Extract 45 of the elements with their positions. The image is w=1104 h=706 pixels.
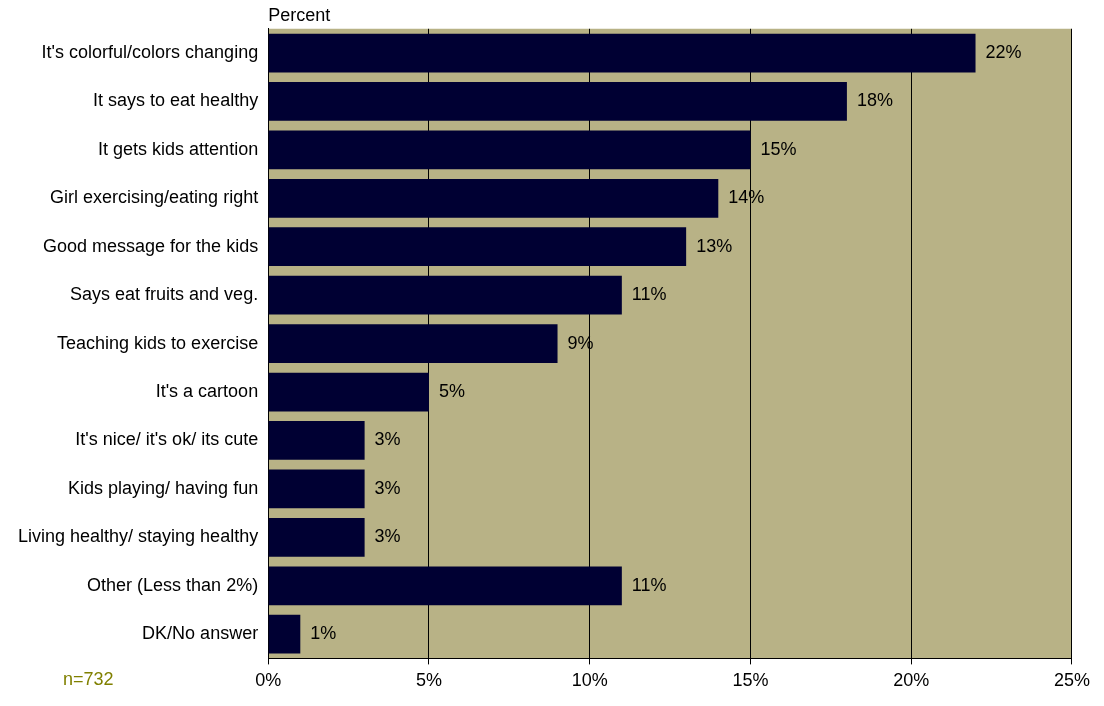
y-tick-label: Says eat fruits and veg. bbox=[70, 284, 259, 305]
y-tick-label: Teaching kids to exercise bbox=[57, 332, 259, 353]
x-axis-title: Percent bbox=[268, 4, 331, 25]
y-tick-label: DK/No answer bbox=[142, 623, 259, 644]
bar bbox=[268, 421, 365, 460]
x-tick-label: 10% bbox=[571, 670, 608, 691]
data-label: 18% bbox=[856, 90, 893, 111]
bar bbox=[268, 469, 365, 509]
x-tick-label: 5% bbox=[415, 670, 442, 691]
x-tick-label: 25% bbox=[1053, 670, 1090, 691]
x-tick-label: 0% bbox=[255, 670, 282, 691]
data-label: 3% bbox=[374, 477, 401, 498]
data-label: 3% bbox=[374, 429, 401, 450]
x-tick-label: 15% bbox=[732, 670, 769, 691]
bar bbox=[268, 82, 847, 121]
data-label: 11% bbox=[631, 284, 667, 305]
y-tick-label: It's nice/ it's ok/ its cute bbox=[75, 429, 259, 450]
bar bbox=[268, 517, 365, 557]
bar bbox=[268, 614, 301, 654]
y-tick-label: It's colorful/colors changing bbox=[41, 41, 259, 62]
bar bbox=[268, 227, 687, 267]
data-label: 1% bbox=[310, 623, 337, 644]
y-tick-label: It gets kids attention bbox=[98, 138, 259, 159]
data-label: 5% bbox=[438, 381, 465, 401]
bar bbox=[268, 275, 622, 315]
y-tick-label: It's a cartoon bbox=[155, 381, 259, 401]
y-tick-label: Kids playing/ having fun bbox=[68, 477, 259, 498]
bar bbox=[268, 130, 751, 170]
bar bbox=[268, 33, 976, 73]
data-label: 15% bbox=[760, 138, 797, 159]
bar bbox=[268, 178, 719, 218]
y-tick-label: Good message for the kids bbox=[43, 235, 259, 256]
bar bbox=[268, 324, 558, 363]
y-tick-label: Girl exercising/eating right bbox=[50, 187, 259, 208]
data-label: 3% bbox=[374, 526, 401, 547]
bar bbox=[268, 372, 429, 412]
bar bbox=[268, 566, 622, 606]
text: n=732 bbox=[63, 669, 114, 690]
y-tick-label: Living healthy/ staying healthy bbox=[18, 526, 259, 547]
x-tick-label: 20% bbox=[893, 670, 930, 691]
data-label: 13% bbox=[696, 235, 733, 256]
y-tick-label: It says to eat healthy bbox=[93, 90, 259, 111]
data-label: 22% bbox=[985, 41, 1022, 62]
data-label: 11% bbox=[631, 574, 667, 595]
y-tick-label: Other (Less than 2%) bbox=[87, 574, 259, 595]
